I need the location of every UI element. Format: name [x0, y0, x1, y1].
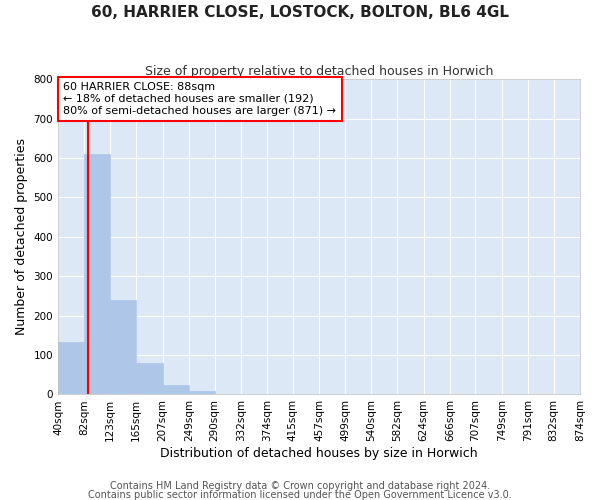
Text: Contains public sector information licensed under the Open Government Licence v3: Contains public sector information licen… [88, 490, 512, 500]
Bar [189, 390, 215, 394]
Bar [110, 300, 136, 394]
Title: Size of property relative to detached houses in Horwich: Size of property relative to detached ho… [145, 65, 493, 78]
Text: Contains HM Land Registry data © Crown copyright and database right 2024.: Contains HM Land Registry data © Crown c… [110, 481, 490, 491]
Bar [85, 154, 110, 394]
Bar [58, 342, 85, 394]
Bar [163, 384, 189, 394]
Text: 60 HARRIER CLOSE: 88sqm
← 18% of detached houses are smaller (192)
80% of semi-d: 60 HARRIER CLOSE: 88sqm ← 18% of detache… [63, 82, 336, 116]
X-axis label: Distribution of detached houses by size in Horwich: Distribution of detached houses by size … [160, 447, 478, 460]
Text: 60, HARRIER CLOSE, LOSTOCK, BOLTON, BL6 4GL: 60, HARRIER CLOSE, LOSTOCK, BOLTON, BL6 … [91, 5, 509, 20]
Y-axis label: Number of detached properties: Number of detached properties [15, 138, 28, 336]
Bar [136, 363, 163, 394]
